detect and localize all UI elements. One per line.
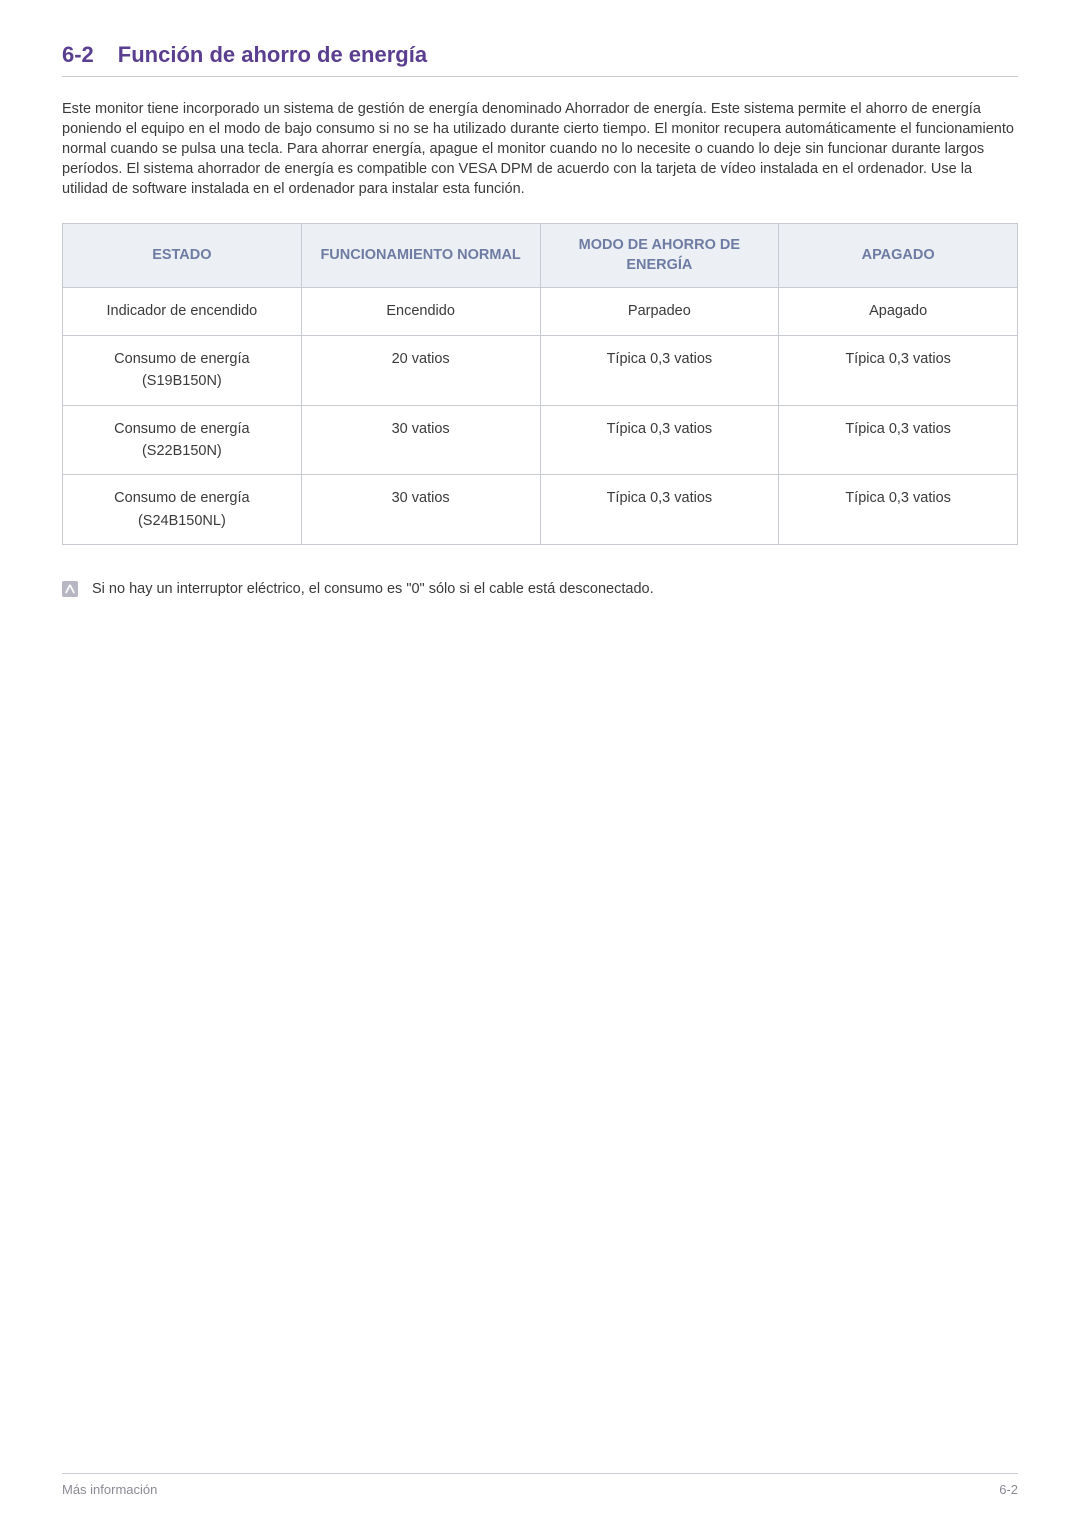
- cell-line: (S22B150N): [71, 440, 293, 462]
- section-heading: 6-2 Función de ahorro de energía: [62, 42, 1018, 77]
- cell-estado: Consumo de energía (S22B150N): [63, 405, 302, 475]
- header-funcionamiento: FUNCIONAMIENTO NORMAL: [301, 224, 540, 288]
- cell-normal: Encendido: [301, 288, 540, 335]
- header-modo-ahorro: MODO DE AHORRO DE ENERGÍA: [540, 224, 779, 288]
- table-row: Indicador de encendido Encendido Parpade…: [63, 288, 1018, 335]
- footer-left: Más información: [62, 1482, 157, 1497]
- section-title: Función de ahorro de energía: [118, 42, 427, 68]
- header-line: ENERGÍA: [626, 257, 692, 273]
- page-footer: Más información 6-2: [62, 1473, 1018, 1497]
- footer-right: 6-2: [999, 1482, 1018, 1497]
- table-row: Consumo de energía (S24B150NL) 30 vatios…: [63, 475, 1018, 545]
- note-text: Si no hay un interruptor eléctrico, el c…: [92, 581, 654, 597]
- section-number: 6-2: [62, 42, 94, 68]
- cell-apagado: Típica 0,3 vatios: [779, 405, 1018, 475]
- cell-line: Consumo de energía: [71, 487, 293, 509]
- cell-normal: 30 vatios: [301, 405, 540, 475]
- cell-line: Consumo de energía: [71, 418, 293, 440]
- note-row: Si no hay un interruptor eléctrico, el c…: [62, 581, 1018, 597]
- note-icon: [62, 581, 78, 597]
- header-line: NORMAL: [457, 247, 521, 263]
- header-line: MODO DE AHORRO DE: [579, 237, 740, 253]
- table-row: Consumo de energía (S19B150N) 20 vatios …: [63, 335, 1018, 405]
- cell-normal: 20 vatios: [301, 335, 540, 405]
- cell-estado: Indicador de encendido: [63, 288, 302, 335]
- header-line: FUNCIONAMIENTO: [320, 247, 453, 263]
- table-row: Consumo de energía (S22B150N) 30 vatios …: [63, 405, 1018, 475]
- power-saving-table: ESTADO FUNCIONAMIENTO NORMAL MODO DE AHO…: [62, 223, 1018, 545]
- cell-ahorro: Típica 0,3 vatios: [540, 475, 779, 545]
- cell-normal: 30 vatios: [301, 475, 540, 545]
- table-header-row: ESTADO FUNCIONAMIENTO NORMAL MODO DE AHO…: [63, 224, 1018, 288]
- intro-paragraph: Este monitor tiene incorporado un sistem…: [62, 99, 1018, 199]
- cell-ahorro: Típica 0,3 vatios: [540, 335, 779, 405]
- header-estado: ESTADO: [63, 224, 302, 288]
- cell-apagado: Típica 0,3 vatios: [779, 475, 1018, 545]
- cell-line: (S24B150NL): [71, 510, 293, 532]
- cell-apagado: Típica 0,3 vatios: [779, 335, 1018, 405]
- cell-ahorro: Típica 0,3 vatios: [540, 405, 779, 475]
- cell-estado: Consumo de energía (S19B150N): [63, 335, 302, 405]
- cell-apagado: Apagado: [779, 288, 1018, 335]
- cell-line: (S19B150N): [71, 370, 293, 392]
- cell-line: Consumo de energía: [71, 348, 293, 370]
- cell-ahorro: Parpadeo: [540, 288, 779, 335]
- cell-estado: Consumo de energía (S24B150NL): [63, 475, 302, 545]
- cell-line: Indicador de encendido: [71, 300, 293, 322]
- header-apagado: APAGADO: [779, 224, 1018, 288]
